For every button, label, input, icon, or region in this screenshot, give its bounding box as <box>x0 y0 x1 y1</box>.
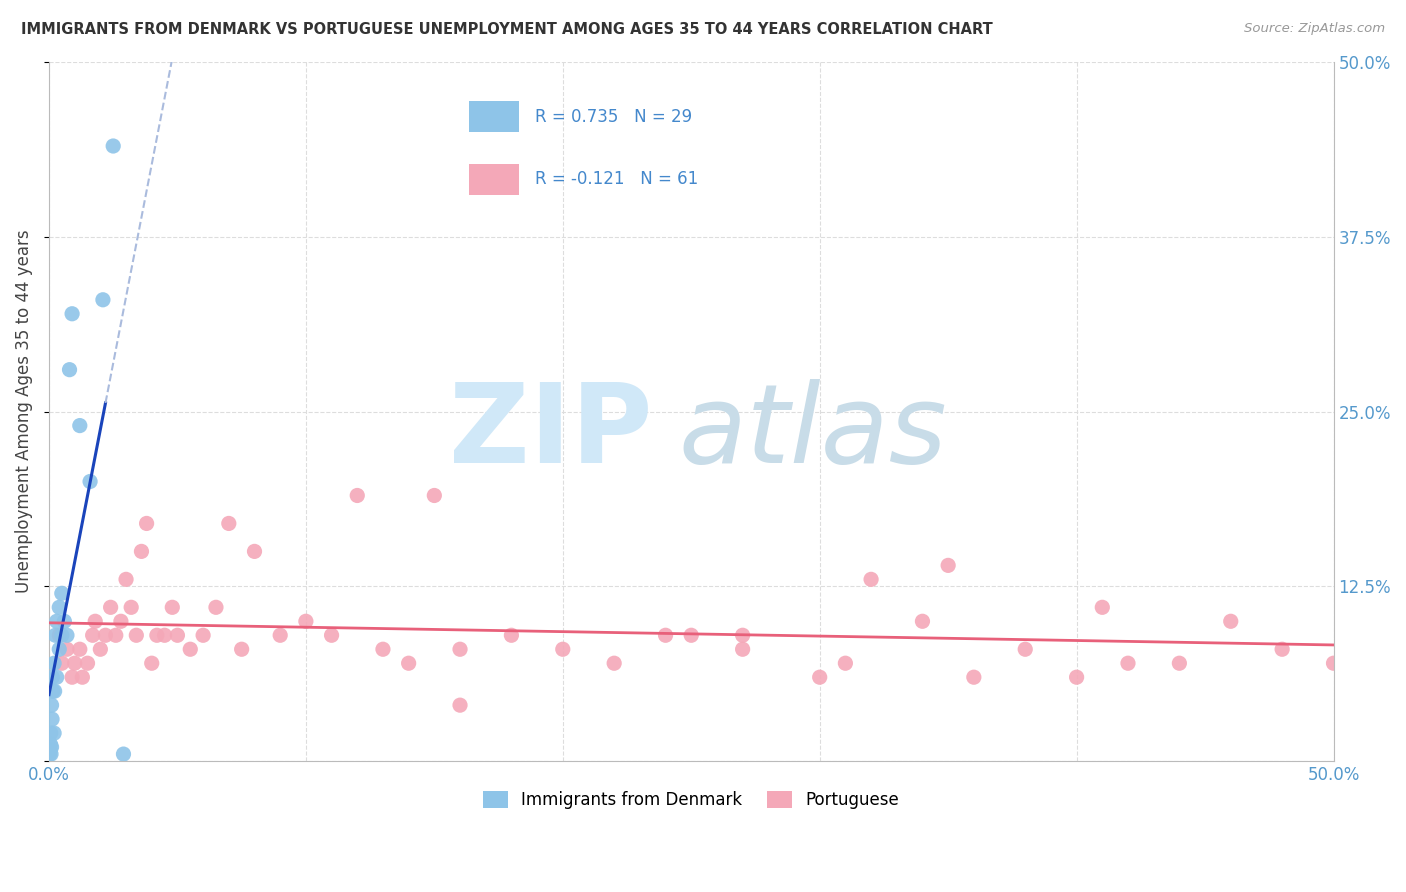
Point <box>42 657 65 671</box>
Point <box>321 628 343 642</box>
Point <box>39 726 62 740</box>
Point <box>45 615 67 629</box>
Point <box>131 544 153 558</box>
Point <box>603 657 626 671</box>
Point <box>808 670 831 684</box>
Point <box>731 628 754 642</box>
Point <box>125 628 148 642</box>
Point <box>41 670 63 684</box>
Legend: Immigrants from Denmark, Portuguese: Immigrants from Denmark, Portuguese <box>477 784 907 815</box>
Point <box>39 747 62 761</box>
Point <box>141 657 163 671</box>
Point <box>51 628 73 642</box>
Point <box>60 307 83 321</box>
Point <box>56 628 79 642</box>
Point <box>346 488 368 502</box>
Point <box>104 628 127 642</box>
Text: ZIP: ZIP <box>450 379 652 486</box>
Point <box>91 293 114 307</box>
Point <box>120 600 142 615</box>
Point <box>84 615 107 629</box>
Point <box>205 600 228 615</box>
Text: atlas: atlas <box>679 379 948 486</box>
Point <box>112 747 135 761</box>
Point <box>82 628 104 642</box>
Point <box>243 544 266 558</box>
Point <box>48 642 70 657</box>
Point <box>1168 657 1191 671</box>
Point <box>654 628 676 642</box>
Point <box>58 362 80 376</box>
Point <box>38 747 60 761</box>
Point <box>89 642 111 657</box>
Point <box>115 572 138 586</box>
Point <box>963 670 986 684</box>
Point <box>1014 642 1036 657</box>
Point <box>51 657 73 671</box>
Point <box>860 572 883 586</box>
Text: IMMIGRANTS FROM DENMARK VS PORTUGUESE UNEMPLOYMENT AMONG AGES 35 TO 44 YEARS COR: IMMIGRANTS FROM DENMARK VS PORTUGUESE UN… <box>21 22 993 37</box>
Point <box>731 642 754 657</box>
Point <box>449 642 471 657</box>
Point <box>449 698 471 713</box>
Point <box>42 726 65 740</box>
Point <box>1116 657 1139 671</box>
Point <box>110 615 132 629</box>
Point <box>153 628 176 642</box>
Point <box>41 712 63 726</box>
Point <box>146 628 169 642</box>
Point <box>231 642 253 657</box>
Point <box>51 586 73 600</box>
Point <box>39 737 62 751</box>
Point <box>295 615 318 629</box>
Point <box>39 743 62 757</box>
Point <box>1066 670 1088 684</box>
Point <box>911 615 934 629</box>
Point <box>44 684 66 698</box>
Point <box>76 657 98 671</box>
Point <box>398 657 420 671</box>
Point <box>44 628 66 642</box>
Point <box>48 600 70 615</box>
Point <box>42 684 65 698</box>
Point <box>45 670 67 684</box>
Point <box>41 740 63 755</box>
Point <box>41 698 63 713</box>
Point <box>551 642 574 657</box>
Point <box>191 628 214 642</box>
Point <box>166 628 188 642</box>
Point <box>103 139 125 153</box>
Point <box>501 628 523 642</box>
Point <box>56 642 79 657</box>
Point <box>179 642 201 657</box>
Point <box>69 418 91 433</box>
Point <box>1091 600 1114 615</box>
Point <box>100 600 122 615</box>
Point <box>94 628 117 642</box>
Point <box>135 516 157 531</box>
Point <box>79 475 101 489</box>
Point <box>936 558 959 573</box>
Point <box>423 488 446 502</box>
Point <box>69 642 91 657</box>
Text: Source: ZipAtlas.com: Source: ZipAtlas.com <box>1244 22 1385 36</box>
Point <box>681 628 703 642</box>
Point <box>834 657 856 671</box>
Point <box>60 670 83 684</box>
Point <box>1271 642 1294 657</box>
Point <box>1322 657 1344 671</box>
Y-axis label: Unemployment Among Ages 35 to 44 years: Unemployment Among Ages 35 to 44 years <box>15 230 32 593</box>
Point <box>1219 615 1241 629</box>
Point <box>72 670 94 684</box>
Point <box>371 642 394 657</box>
Point <box>63 657 86 671</box>
Point <box>48 628 70 642</box>
Point <box>162 600 184 615</box>
Point <box>218 516 240 531</box>
Point <box>53 615 76 629</box>
Point <box>269 628 291 642</box>
